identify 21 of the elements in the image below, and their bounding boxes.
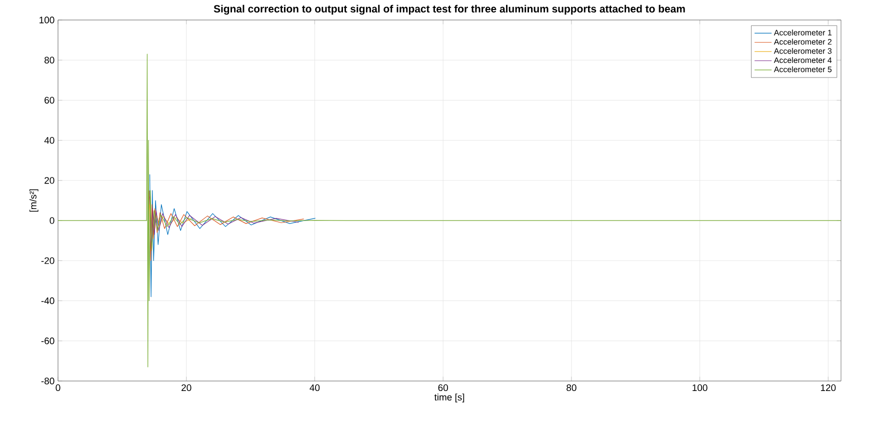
- y-tick-label: 60: [44, 96, 54, 104]
- x-tick-label: 0: [56, 384, 60, 392]
- x-tick-label: 100: [692, 384, 708, 392]
- y-tick-label: -60: [41, 338, 54, 344]
- x-tick-label: 20: [182, 384, 192, 392]
- y-tick-label: -80: [41, 378, 54, 384]
- y-axis-title: [m/s²]: [30, 189, 38, 212]
- y-tick-label: 40: [44, 136, 54, 144]
- chart-title: Signal correction to output signal of impact test for three aluminum supports attached to beam: [214, 4, 685, 15]
- x-tick-label: 40: [310, 384, 320, 392]
- y-tick-label: 0: [50, 217, 54, 224]
- x-tick-label: 120: [820, 384, 836, 392]
- x-tick-label: 80: [566, 384, 576, 392]
- y-tick-label: -40: [41, 297, 54, 304]
- line-series: [148, 190, 304, 261]
- y-tick-label: 20: [44, 177, 54, 184]
- y-tick-label: -20: [41, 257, 54, 264]
- y-tick-label: 80: [44, 56, 54, 64]
- x-axis-title: time [s]: [434, 394, 464, 402]
- x-tick-label: 60: [438, 384, 448, 392]
- y-tick-label: 100: [40, 16, 54, 24]
